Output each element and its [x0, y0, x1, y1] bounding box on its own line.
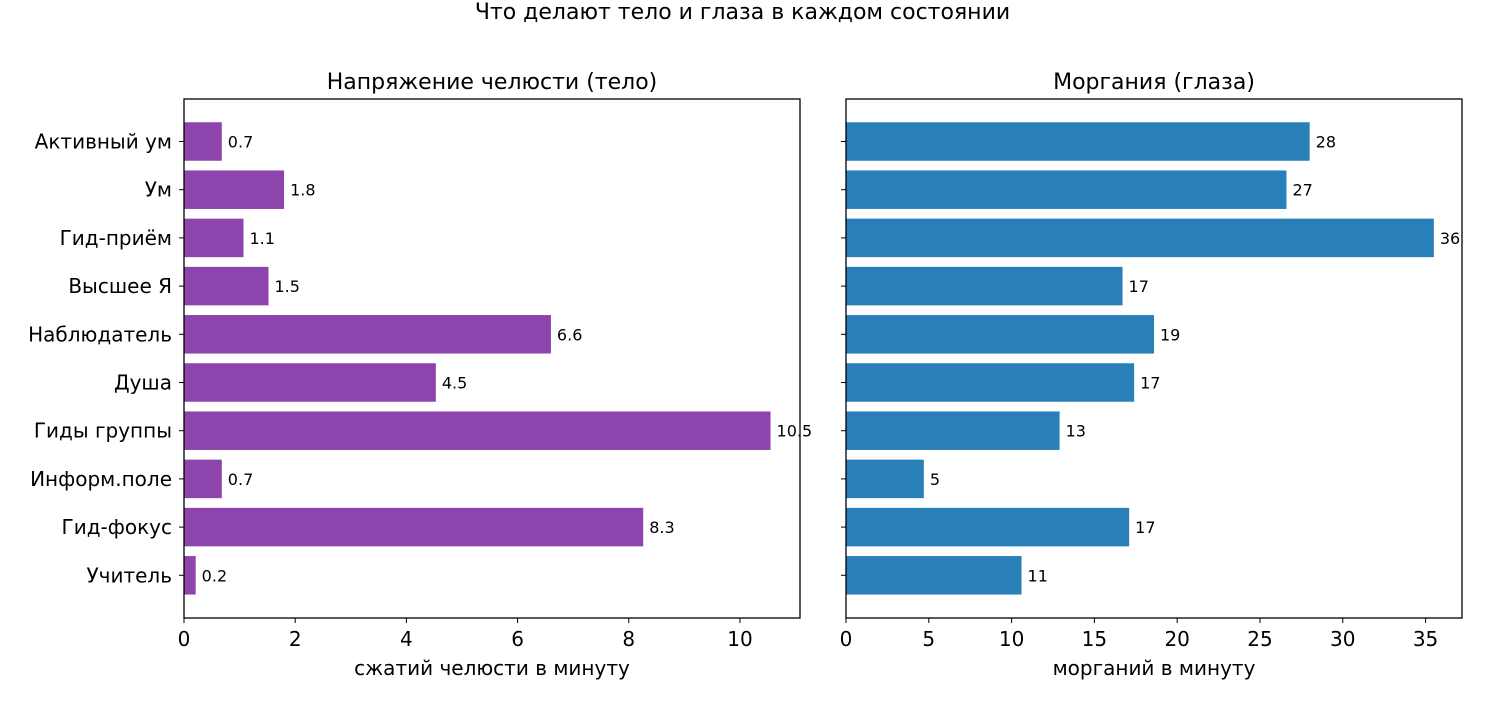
left-bar-value-label-9: 0.2: [202, 566, 227, 585]
left-x-tick-label-1: 2: [289, 627, 302, 651]
right-x-tick-label-2: 10: [999, 627, 1024, 651]
right-bar-2: [846, 218, 1434, 258]
right-bar-1: [846, 170, 1287, 209]
right-x-tick-label-5: 25: [1247, 627, 1272, 651]
right-x-tick-label-3: 15: [1082, 627, 1107, 651]
left-bar-value-label-5: 4.5: [442, 374, 467, 393]
right-bar-value-label-1: 27: [1292, 181, 1312, 200]
right-bar-8: [846, 507, 1130, 547]
right-x-axis-label: морганий в минуту: [1053, 656, 1256, 680]
figure-title: Что делают тело и глаза в каждом состоян…: [474, 0, 1011, 25]
left-category-label-6: Гиды группы: [34, 419, 172, 443]
left-x-axis-label: сжатий челюсти в минуту: [354, 656, 630, 680]
left-bar-7: [184, 459, 222, 499]
right-x-tick-label-1: 5: [922, 627, 935, 651]
left-bar-8: [184, 507, 644, 547]
left-bar-value-label-7: 0.7: [228, 470, 253, 489]
left-bar-value-label-3: 1.5: [275, 277, 300, 296]
left-category-label-0: Активный ум: [35, 130, 172, 154]
left-category-label-2: Гид-приём: [60, 226, 172, 250]
left-bar-5: [184, 363, 436, 402]
right-bar-value-label-7: 5: [930, 470, 940, 489]
right-bar-value-label-2: 36: [1440, 229, 1460, 248]
right-bar-4: [846, 315, 1154, 354]
left-bar-4: [184, 315, 551, 354]
left-x-tick-label-0: 0: [178, 627, 191, 651]
right-bar-value-label-9: 11: [1028, 566, 1048, 585]
left-x-tick-label-5: 10: [727, 627, 752, 651]
right-bar-7: [846, 459, 924, 499]
right-bar-value-label-4: 19: [1160, 325, 1180, 344]
right-bar-5: [846, 363, 1135, 402]
left-bar-6: [184, 411, 771, 450]
left-bar-value-label-2: 1.1: [249, 229, 274, 248]
left-category-label-9: Учитель: [86, 563, 172, 587]
right-bar-value-label-3: 17: [1129, 277, 1149, 296]
right-x-tick-label-4: 20: [1164, 627, 1189, 651]
left-bar-1: [184, 170, 285, 209]
left-x-tick-label-4: 8: [622, 627, 635, 651]
right-x-tick-label-6: 30: [1330, 627, 1355, 651]
left-bar-3: [184, 266, 269, 306]
left-bar-value-label-0: 0.7: [228, 133, 253, 152]
right-bar-0: [846, 122, 1310, 161]
right-panel-title: Моргания (глаза): [1053, 70, 1255, 95]
right-bar-value-label-8: 17: [1135, 518, 1155, 537]
left-category-label-1: Ум: [145, 178, 172, 202]
left-bar-value-label-6: 10.5: [777, 422, 813, 441]
left-bar-value-label-8: 8.3: [649, 518, 674, 537]
left-panel-title: Напряжение челюсти (тело): [327, 70, 658, 95]
left-x-tick-label-3: 6: [511, 627, 524, 651]
right-bar-value-label-0: 28: [1316, 133, 1336, 152]
left-bar-value-label-4: 6.6: [557, 325, 582, 344]
left-axes-frame: [183, 98, 801, 619]
left-bar-9: [184, 556, 196, 595]
right-bar-9: [846, 556, 1022, 595]
left-bar-value-label-1: 1.8: [290, 181, 315, 200]
left-category-label-8: Гид-фокус: [62, 515, 173, 539]
left-category-label-3: Высшее Я: [68, 274, 172, 298]
right-bar-3: [846, 266, 1123, 306]
right-x-tick-label-7: 35: [1413, 627, 1438, 651]
left-x-tick-label-2: 4: [400, 627, 413, 651]
right-bar-value-label-5: 17: [1140, 374, 1160, 393]
left-bar-0: [184, 122, 222, 161]
left-category-label-4: Наблюдатель: [28, 322, 172, 346]
left-category-label-5: Душа: [114, 371, 172, 395]
right-bar-value-label-6: 13: [1066, 422, 1086, 441]
right-axes-frame: [845, 98, 1463, 619]
right-bar-6: [846, 411, 1060, 450]
left-category-label-7: Информ.поле: [30, 467, 172, 491]
right-x-tick-label-0: 0: [840, 627, 853, 651]
left-bar-2: [184, 218, 244, 258]
